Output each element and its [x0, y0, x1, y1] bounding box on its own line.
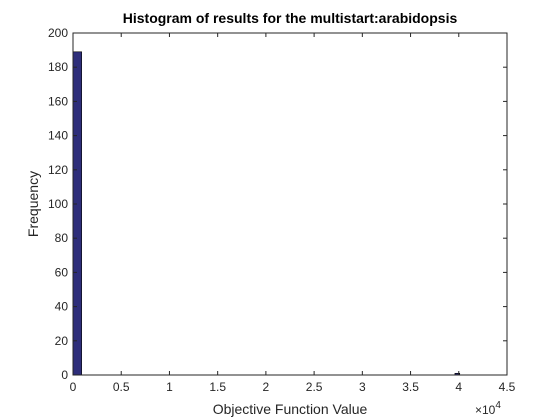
y-axis-label: Frequency [25, 171, 41, 237]
histogram-bar [72, 51, 82, 376]
x-axis-exponent: ×104 [475, 400, 501, 417]
x-tick-label: 2.5 [306, 380, 323, 394]
y-tick-label: 200 [48, 26, 68, 40]
y-tick-label: 0 [61, 368, 68, 382]
x-tick-label: 2 [263, 380, 270, 394]
x-tick-label: 4.5 [499, 380, 516, 394]
plot-area: 0 0.5 1 1.5 2 2.5 3 3.5 4 4.5 0 20 40 60 80 100 120 140 16… [48, 26, 516, 394]
y-tick-label: 40 [55, 300, 69, 314]
x-tick-label: 0.5 [113, 380, 130, 394]
y-tick-label: 80 [55, 231, 69, 245]
x-tick-label: 1.5 [209, 380, 226, 394]
y-tick-label: 120 [48, 163, 68, 177]
y-tick-label: 180 [48, 60, 68, 74]
y-tick-label: 100 [48, 197, 68, 211]
y-tick-label: 20 [55, 334, 69, 348]
y-tick-label: 160 [48, 94, 68, 108]
x-tick-label: 1 [166, 380, 173, 394]
y-tick-label: 140 [48, 129, 68, 143]
y-tick-label: 60 [55, 265, 69, 279]
x-axis-label: Objective Function Value [213, 401, 368, 417]
chart-title: Histogram of results for the multistart:… [123, 10, 458, 26]
plot-background [73, 33, 507, 375]
x-tick-label: 3 [359, 380, 366, 394]
x-tick-label: 0 [70, 380, 77, 394]
x-tick-label: 3.5 [402, 380, 419, 394]
x-tick-label: 4 [455, 380, 462, 394]
